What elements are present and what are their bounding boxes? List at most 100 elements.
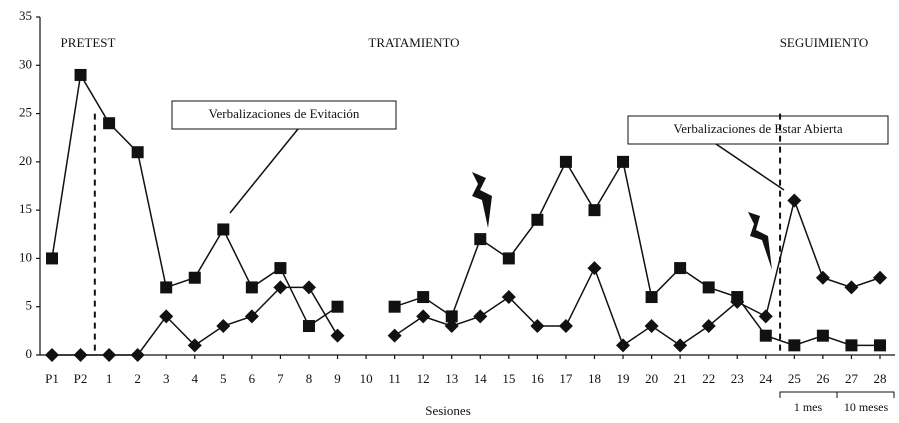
phase-label: SEGUIMIENTO bbox=[780, 35, 869, 50]
square-marker bbox=[331, 300, 344, 313]
series-line bbox=[394, 159, 880, 347]
square-marker bbox=[302, 320, 315, 333]
diamond-marker bbox=[873, 270, 887, 285]
x-tick-label: 8 bbox=[306, 371, 313, 386]
diamond-marker bbox=[730, 294, 745, 309]
x-tick-label: 16 bbox=[531, 371, 545, 386]
diamond-marker bbox=[244, 309, 259, 324]
x-tick-label: 6 bbox=[249, 371, 256, 386]
lightning-icon bbox=[748, 212, 772, 270]
diamond-marker bbox=[216, 319, 231, 334]
diamond-marker bbox=[530, 319, 545, 334]
x-tick-label: 11 bbox=[388, 371, 401, 386]
square-marker bbox=[74, 68, 87, 81]
callout-box bbox=[627, 115, 889, 145]
square-marker bbox=[845, 339, 858, 352]
phase-label: PRETEST bbox=[61, 35, 116, 50]
square-marker bbox=[702, 281, 715, 294]
square-marker bbox=[588, 204, 601, 217]
x-tick-label: P1 bbox=[45, 371, 59, 386]
diamond-marker bbox=[558, 319, 573, 334]
y-tick-label: 5 bbox=[26, 298, 33, 313]
square-marker bbox=[559, 155, 572, 168]
diamond-marker bbox=[444, 319, 459, 334]
square-marker bbox=[160, 281, 173, 294]
diamond-marker bbox=[387, 328, 402, 343]
diamond-marker bbox=[616, 338, 631, 353]
square-marker bbox=[103, 117, 116, 130]
x-tick-label: 17 bbox=[559, 371, 573, 386]
square-marker bbox=[131, 146, 144, 159]
square-marker bbox=[188, 271, 201, 284]
y-tick-label: 25 bbox=[19, 105, 32, 120]
x-tick-label: 14 bbox=[474, 371, 488, 386]
diamond-marker bbox=[73, 348, 88, 362]
square-marker bbox=[217, 223, 230, 236]
x-tick-label: 23 bbox=[731, 371, 744, 386]
square-marker bbox=[46, 252, 58, 265]
square-marker bbox=[502, 252, 515, 265]
square-marker bbox=[445, 310, 458, 323]
diamond-marker bbox=[844, 280, 859, 295]
callout: Verbalizaciones de Evitación bbox=[209, 106, 360, 121]
followup-label: 1 mes bbox=[794, 400, 823, 414]
diamond-marker bbox=[45, 348, 59, 362]
x-tick-label: 10 bbox=[360, 371, 373, 386]
square-marker bbox=[645, 291, 658, 304]
x-tick-label: 7 bbox=[277, 371, 284, 386]
callout-box bbox=[171, 100, 397, 130]
y-tick-label: 10 bbox=[19, 249, 32, 264]
callout-arrow bbox=[229, 128, 299, 214]
square-marker bbox=[274, 262, 287, 275]
x-tick-label: 22 bbox=[702, 371, 715, 386]
diamond-marker bbox=[587, 261, 602, 276]
square-marker bbox=[245, 281, 258, 294]
x-tick-label: 15 bbox=[502, 371, 515, 386]
x-tick-label: 21 bbox=[674, 371, 687, 386]
square-marker bbox=[617, 155, 630, 168]
diamond-marker bbox=[130, 348, 145, 362]
x-tick-label: 2 bbox=[134, 371, 141, 386]
diamond-marker bbox=[102, 348, 117, 362]
square-marker bbox=[816, 329, 829, 342]
y-tick-label: 20 bbox=[19, 153, 32, 168]
x-tick-label: 20 bbox=[645, 371, 658, 386]
lightning-icon bbox=[472, 172, 492, 228]
x-tick-label: 13 bbox=[445, 371, 458, 386]
square-marker bbox=[474, 233, 487, 246]
followup-label: 10 meses bbox=[844, 400, 889, 414]
x-tick-label: 9 bbox=[334, 371, 341, 386]
square-marker bbox=[388, 300, 401, 313]
x-tick-label: 1 bbox=[106, 371, 113, 386]
x-tick-label: 3 bbox=[163, 371, 170, 386]
diamond-marker bbox=[758, 309, 773, 324]
diamond-marker bbox=[416, 309, 431, 324]
y-tick-label: 0 bbox=[26, 346, 33, 361]
y-tick-label: 15 bbox=[19, 201, 32, 216]
x-tick-label: 4 bbox=[192, 371, 199, 386]
y-tick-label: 35 bbox=[19, 8, 32, 23]
diamond-marker bbox=[330, 328, 345, 343]
diamond-marker bbox=[187, 338, 202, 353]
square-marker bbox=[874, 339, 886, 352]
callout-arrow bbox=[715, 143, 785, 191]
diamond-marker bbox=[673, 338, 688, 353]
square-marker bbox=[674, 262, 687, 275]
diamond-marker bbox=[273, 280, 288, 295]
x-tick-label: P2 bbox=[74, 371, 88, 386]
x-axis-label: Sesiones bbox=[425, 403, 471, 418]
x-tick-label: 25 bbox=[788, 371, 801, 386]
y-tick-label: 30 bbox=[19, 56, 32, 71]
diamond-marker bbox=[159, 309, 174, 324]
square-marker bbox=[531, 213, 544, 226]
diamond-marker bbox=[473, 309, 488, 324]
x-tick-label: 28 bbox=[874, 371, 887, 386]
square-marker bbox=[759, 329, 772, 342]
square-marker bbox=[788, 339, 801, 352]
x-tick-label: 24 bbox=[759, 371, 773, 386]
diamond-marker bbox=[701, 319, 716, 334]
x-tick-label: 18 bbox=[588, 371, 601, 386]
x-tick-label: 19 bbox=[617, 371, 630, 386]
x-tick-label: 27 bbox=[845, 371, 859, 386]
